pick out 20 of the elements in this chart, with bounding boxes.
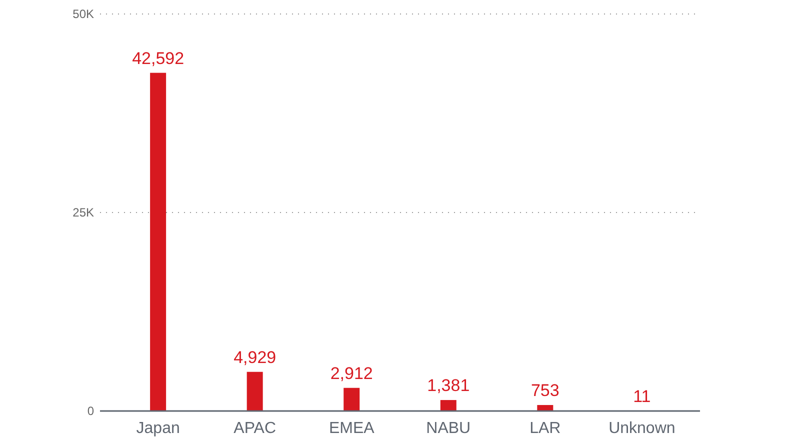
x-tick-label: LAR	[530, 420, 561, 437]
x-tick-label: Unknown	[608, 420, 676, 437]
x-tick-label: NABU	[426, 420, 471, 437]
data-label: 42,592	[132, 48, 184, 68]
y-tick-label: 50K	[72, 7, 94, 22]
x-tick-label: APAC	[234, 420, 276, 437]
bar	[344, 388, 360, 411]
bar	[440, 400, 456, 411]
bar	[246, 372, 263, 411]
y-tick-label: 0	[87, 404, 94, 418]
y-tick-label: 25K	[72, 206, 94, 220]
bar	[150, 72, 166, 411]
bar	[537, 405, 554, 411]
x-tick-label: EMEA	[328, 420, 375, 437]
data-label: 4,929	[234, 348, 276, 367]
data-label: 11	[633, 386, 651, 406]
data-label: 1,381	[427, 376, 470, 396]
data-label: 753	[530, 381, 560, 400]
x-tick-label: Japan	[136, 420, 180, 437]
data-label: 2,912	[330, 364, 373, 383]
